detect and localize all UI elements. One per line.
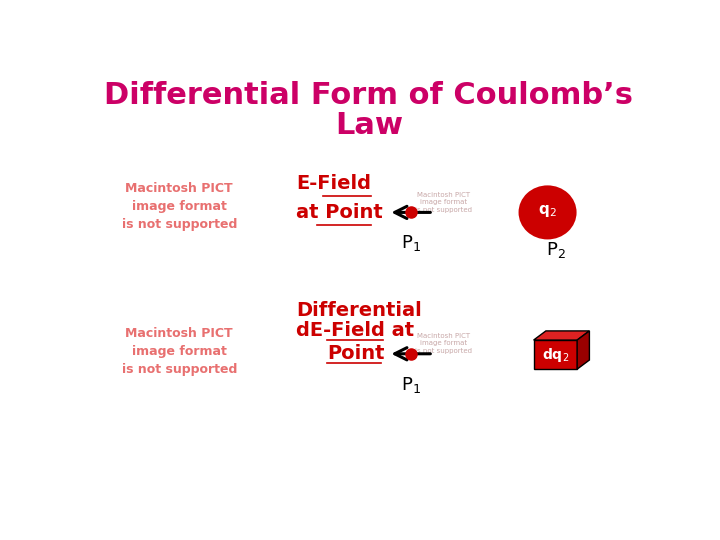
Polygon shape xyxy=(577,331,590,369)
Text: Differential: Differential xyxy=(297,301,422,320)
Text: Differential Form of Coulomb’s: Differential Form of Coulomb’s xyxy=(104,82,634,111)
Ellipse shape xyxy=(518,185,577,239)
Text: Point: Point xyxy=(327,345,384,363)
Text: P$_2$: P$_2$ xyxy=(546,240,566,260)
Text: at Point: at Point xyxy=(297,203,383,222)
Text: Law: Law xyxy=(335,111,403,140)
Text: Macintosh PICT
image format
is not supported: Macintosh PICT image format is not suppo… xyxy=(122,181,237,231)
Text: dE-Field at: dE-Field at xyxy=(297,321,415,340)
Text: E-Field: E-Field xyxy=(297,174,372,193)
Text: dq$_2$: dq$_2$ xyxy=(541,346,569,363)
Text: P$_1$: P$_1$ xyxy=(401,375,420,395)
Polygon shape xyxy=(534,331,590,340)
Bar xyxy=(534,340,577,369)
Text: q$_2$: q$_2$ xyxy=(538,203,557,219)
Text: Macintosh PICT
image format
is not supported: Macintosh PICT image format is not suppo… xyxy=(415,192,472,213)
Text: P$_1$: P$_1$ xyxy=(401,233,420,253)
Text: Macintosh PICT
image format
is not supported: Macintosh PICT image format is not suppo… xyxy=(415,333,472,354)
Text: Macintosh PICT
image format
is not supported: Macintosh PICT image format is not suppo… xyxy=(122,327,237,376)
